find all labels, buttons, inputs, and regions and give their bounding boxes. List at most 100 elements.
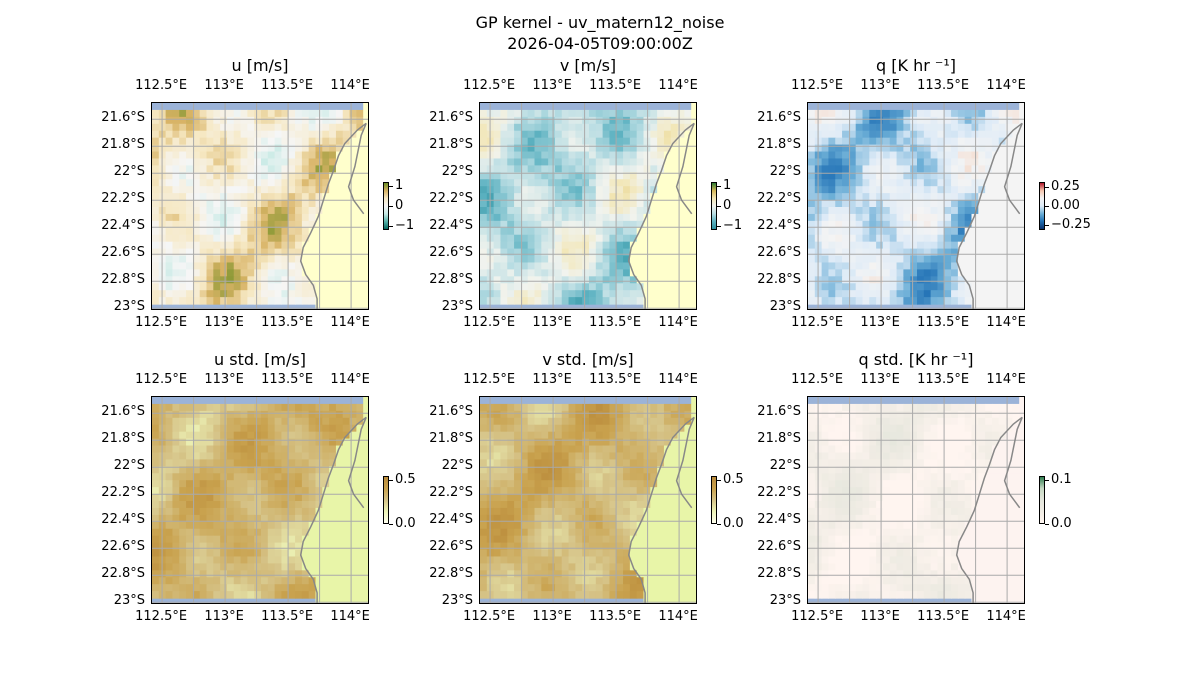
heatmap-cell [520, 186, 529, 194]
heatmap-cell [862, 452, 870, 460]
heatmap-cell [342, 304, 351, 309]
heatmap-cell [835, 116, 843, 125]
heatmap-cell [308, 283, 317, 291]
heatmap-cell [274, 165, 283, 173]
heatmap-cell [629, 410, 638, 419]
heatmap-cell [192, 410, 201, 419]
heatmap-cell [548, 431, 556, 440]
heatmap-cell [876, 410, 884, 419]
lat-tick-label: 22.8°S [429, 566, 473, 582]
heatmap-cell [650, 570, 658, 578]
heatmap-cell [165, 234, 174, 243]
heatmap-cell [842, 144, 850, 153]
heatmap-cell [808, 452, 816, 460]
heatmap-cell [650, 473, 658, 481]
heatmap-cell [541, 130, 549, 139]
heatmap-cell [342, 172, 351, 180]
heatmap-cell [281, 549, 289, 558]
heatmap-cell [500, 172, 508, 180]
heatmap-cell [944, 151, 952, 160]
heatmap-cell [1019, 179, 1024, 187]
heatmap-cell [616, 200, 624, 208]
heatmap-cell [684, 591, 692, 599]
heatmap-cell [629, 130, 638, 139]
heatmap-cell [507, 283, 515, 291]
heatmap-cell [903, 179, 911, 187]
heatmap-cell [663, 283, 672, 291]
heatmap-cell [534, 276, 542, 284]
heatmap-cell [186, 109, 194, 118]
heatmap-cell [520, 220, 529, 229]
heatmap-cell [917, 144, 925, 153]
heatmap-cell [828, 116, 836, 125]
heatmap-cell [582, 241, 590, 250]
heatmap-cell [554, 123, 563, 132]
heatmap-cell [609, 438, 617, 447]
heatmap-cell [308, 290, 317, 298]
heatmap-cell [192, 186, 201, 194]
heatmap-cell [335, 549, 344, 558]
heatmap-cell [152, 151, 160, 160]
heatmap-cell [527, 109, 536, 118]
heatmap-cell [930, 290, 939, 298]
heatmap-cell [575, 213, 583, 222]
heatmap-cell [213, 480, 221, 488]
heatmap-cell [629, 459, 638, 467]
heatmap-cell [650, 563, 658, 571]
heatmap-cell [623, 487, 631, 495]
heatmap-cell [342, 514, 351, 523]
heatmap-svg [152, 103, 368, 309]
heatmap-cell [548, 227, 556, 236]
heatmap-cell [172, 410, 180, 419]
heatmap-cell [691, 130, 696, 139]
heatmap-cell [199, 410, 208, 419]
heatmap-cell [226, 563, 235, 571]
heatmap-cell [322, 158, 330, 166]
heatmap-cell [917, 137, 925, 146]
heatmap-cell [152, 528, 160, 537]
heatmap-cell [295, 158, 303, 166]
heatmap-cell [944, 172, 952, 180]
heatmap-cell [828, 424, 836, 433]
heatmap-cell [233, 220, 242, 229]
heatmap-cell [554, 438, 563, 447]
heatmap-cell [896, 283, 904, 291]
heatmap-cell [629, 591, 638, 599]
heatmap-cell [957, 179, 966, 187]
heatmap-cell [548, 269, 556, 277]
heatmap-cell [951, 445, 959, 454]
heatmap-cell [985, 116, 993, 125]
heatmap-cell [329, 234, 337, 243]
heatmap-cell [623, 109, 631, 118]
heatmap-cell [240, 172, 248, 180]
heatmap-cell [480, 549, 488, 558]
heatmap-cell [937, 445, 945, 454]
heatmap-cell [186, 283, 194, 291]
heatmap-cell [862, 417, 870, 426]
heatmap-cell [199, 494, 208, 502]
heatmap-cell [172, 403, 180, 412]
heatmap-cell [349, 542, 357, 551]
lat-tick-label: 22.4°S [429, 512, 473, 528]
heatmap-cell [991, 186, 1000, 194]
heatmap-cell [978, 410, 986, 419]
heatmap-cell [295, 290, 303, 298]
heatmap-cell [923, 144, 932, 153]
heatmap-cell [363, 535, 368, 544]
heatmap-cell [910, 144, 918, 153]
heatmap-cell [582, 501, 590, 509]
heatmap-cell [213, 584, 221, 592]
gridlines [808, 103, 1024, 309]
heatmap-cell [541, 445, 549, 454]
heatmap-cell [862, 179, 870, 187]
heatmap-cell [957, 172, 966, 180]
heatmap-cell [910, 297, 918, 305]
heatmap-cell [991, 262, 1000, 270]
heatmap-cell [226, 507, 235, 516]
heatmap-cell [589, 584, 597, 592]
heatmap-cell [609, 494, 617, 502]
heatmap-cell [554, 241, 563, 250]
heatmap-cell [855, 431, 864, 440]
heatmap-cell [944, 417, 952, 426]
heatmap-cell [848, 431, 857, 440]
